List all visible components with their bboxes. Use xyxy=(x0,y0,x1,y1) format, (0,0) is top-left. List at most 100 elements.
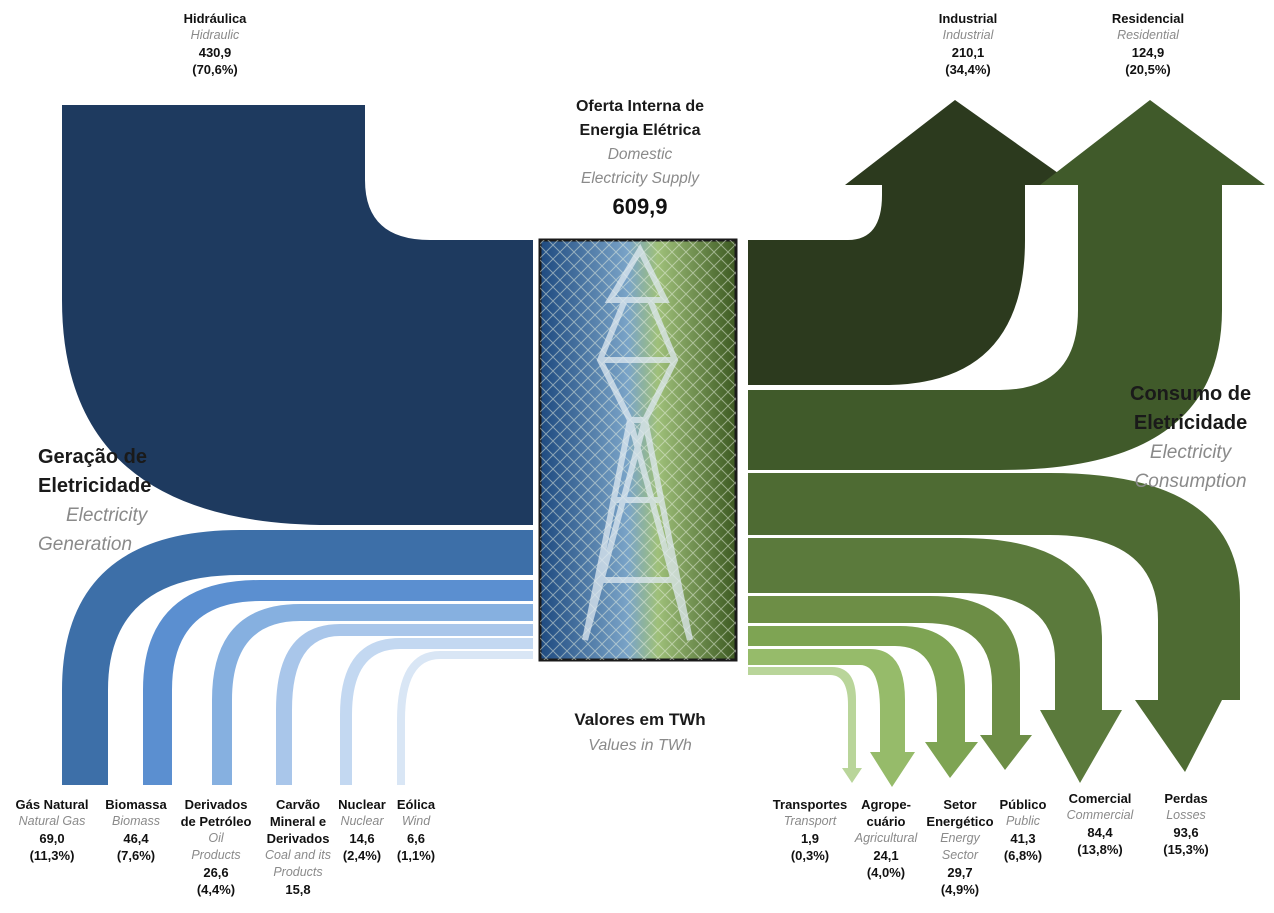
label-nuclear-pct: (2,4%) xyxy=(342,848,382,863)
label-oil-val: 26,6 xyxy=(203,865,229,880)
label-industrial-en: Industrial xyxy=(942,28,994,42)
label-coal-en-1: Coal and its xyxy=(264,848,331,862)
label-nuclear: Nuclear Nuclear 14,6 (2,4%) xyxy=(334,796,390,864)
label-agricultural-val: 24,1 xyxy=(873,848,899,863)
label-nuclear-pt: Nuclear xyxy=(338,797,386,812)
flow-industrial xyxy=(748,100,1075,385)
label-hydro-en: Hidraulic xyxy=(190,28,240,42)
label-residential-pct: (20,5%) xyxy=(1125,62,1171,77)
label-oil-pct: (4,4%) xyxy=(196,882,236,897)
consumption-heading-en-2: Consumption xyxy=(1134,471,1247,492)
flow-gas xyxy=(62,530,533,785)
consumption-heading: Consumo de Eletricidade Electricity Cons… xyxy=(1130,380,1251,496)
label-commercial-pt: Comercial xyxy=(1068,791,1132,806)
label-public-en: Public xyxy=(1005,814,1041,828)
units-pt: Valores em TWh xyxy=(574,710,706,729)
label-residential: Residencial Residential 124,9 (20,5%) xyxy=(1098,10,1198,78)
label-losses-pt: Perdas xyxy=(1164,791,1208,806)
label-agricultural: Agrope- cuário Agricultural 24,1 (4,0%) xyxy=(844,796,928,881)
flow-coal xyxy=(276,624,533,785)
label-oil: Derivados de Petróleo Oil Products 26,6 … xyxy=(172,796,260,898)
generation-heading-en-2: Generation xyxy=(38,534,133,555)
generation-heading-pt-1: Geração de xyxy=(38,446,147,468)
label-commercial: Comercial Commercial 84,4 (13,8%) xyxy=(1056,790,1144,858)
label-energy-sector-pt-1: Setor xyxy=(943,797,977,812)
generation-heading-pt-2: Eletricidade xyxy=(38,475,152,497)
label-coal-en-2: Products xyxy=(273,865,323,879)
label-biomass-pct: (7,6%) xyxy=(116,848,156,863)
flow-oil xyxy=(212,604,533,785)
label-transport-en: Transport xyxy=(783,814,837,828)
label-biomass-pt: Biomassa xyxy=(105,797,167,812)
label-industrial: Industrial Industrial 210,1 (34,4%) xyxy=(918,10,1018,78)
label-transport: Transportes Transport 1,9 (0,3%) xyxy=(764,796,856,864)
label-coal-val: 15,8 xyxy=(285,882,311,897)
label-transport-pct: (0,3%) xyxy=(790,848,830,863)
flow-biomass xyxy=(143,580,533,785)
label-losses-en: Losses xyxy=(1166,808,1206,822)
label-energy-sector-val: 29,7 xyxy=(947,865,973,880)
label-wind: Eólica Wind 6,6 (1,1%) xyxy=(390,796,442,864)
label-wind-en: Wind xyxy=(401,814,431,828)
center-title-en-1: Domestic xyxy=(607,146,673,163)
label-gas-val: 69,0 xyxy=(39,831,65,846)
flow-transport xyxy=(748,667,862,783)
flow-losses xyxy=(748,473,1240,772)
label-biomass-en: Biomass xyxy=(112,814,160,828)
label-gas-pt: Gás Natural xyxy=(15,797,89,812)
flow-nuclear xyxy=(340,638,533,785)
label-energy-sector-en-2: Sector xyxy=(941,848,979,862)
label-coal: Carvão Mineral e Derivados Coal and its … xyxy=(258,796,338,898)
label-industrial-pt: Industrial xyxy=(938,11,998,26)
consumption-heading-pt-2: Eletricidade xyxy=(1133,412,1248,434)
label-coal-pt-1: Carvão xyxy=(275,797,321,812)
label-agricultural-en: Agricultural xyxy=(854,831,918,845)
label-transport-pt: Transportes xyxy=(772,797,848,812)
label-hydro-val: 430,9 xyxy=(198,45,232,60)
label-industrial-pct: (34,4%) xyxy=(945,62,991,77)
center-title-en-2: Electricity Supply xyxy=(580,170,699,187)
label-nuclear-val: 14,6 xyxy=(349,831,375,846)
label-gas: Gás Natural Natural Gas 69,0 (11,3%) xyxy=(4,796,100,864)
label-residential-en: Residential xyxy=(1117,28,1179,42)
center-title-pt-1: Oferta Interna de xyxy=(575,98,705,115)
label-gas-en: Natural Gas xyxy=(18,814,86,828)
label-energy-sector-en-1: Energy xyxy=(940,831,980,845)
label-hydro-pct: (70,6%) xyxy=(192,62,238,77)
label-gas-pct: (11,3%) xyxy=(29,848,75,863)
label-oil-en-2: Products xyxy=(191,848,241,862)
consumption-heading-pt-1: Consumo de xyxy=(1130,383,1252,405)
label-wind-pt: Eólica xyxy=(396,797,436,812)
label-hydro: Hidráulica Hidraulic 430,9 (70,6%) xyxy=(165,10,265,78)
label-losses: Perdas Losses 93,6 (15,3%) xyxy=(1150,790,1222,858)
power-tower-icon xyxy=(582,243,693,641)
label-agricultural-pt-2: cuário xyxy=(866,814,906,829)
label-industrial-val: 210,1 xyxy=(951,45,985,60)
label-energy-sector-pt-2: Energético xyxy=(926,814,994,829)
label-losses-val: 93,6 xyxy=(1173,825,1199,840)
flow-hydro xyxy=(62,105,533,525)
label-oil-pt-1: Derivados xyxy=(184,797,248,812)
label-transport-val: 1,9 xyxy=(800,831,820,846)
units-note: Valores em TWh Values in TWh xyxy=(520,707,760,759)
flow-commercial xyxy=(748,538,1122,783)
label-biomass-val: 46,4 xyxy=(123,831,149,846)
label-coal-pt-2: Mineral e xyxy=(269,814,327,829)
flow-agricultural xyxy=(748,649,915,787)
center-total: 609,9 xyxy=(612,194,668,219)
label-commercial-val: 84,4 xyxy=(1087,825,1113,840)
flow-public xyxy=(748,596,1032,770)
label-losses-pct: (15,3%) xyxy=(1163,842,1209,857)
label-agricultural-pt-1: Agrope- xyxy=(861,797,911,812)
label-agricultural-pct: (4,0%) xyxy=(866,865,906,880)
label-energy-sector-pct: (4,9%) xyxy=(940,882,980,897)
label-public-val: 41,3 xyxy=(1010,831,1036,846)
generation-heading-en-1: Electricity xyxy=(66,505,148,526)
generation-heading: Geração de Eletricidade Electricity Gene… xyxy=(38,443,151,559)
units-en: Values in TWh xyxy=(588,737,692,754)
flow-wind xyxy=(397,651,533,785)
label-residential-pt: Residencial xyxy=(1111,11,1185,26)
label-oil-pt-2: de Petróleo xyxy=(180,814,252,829)
